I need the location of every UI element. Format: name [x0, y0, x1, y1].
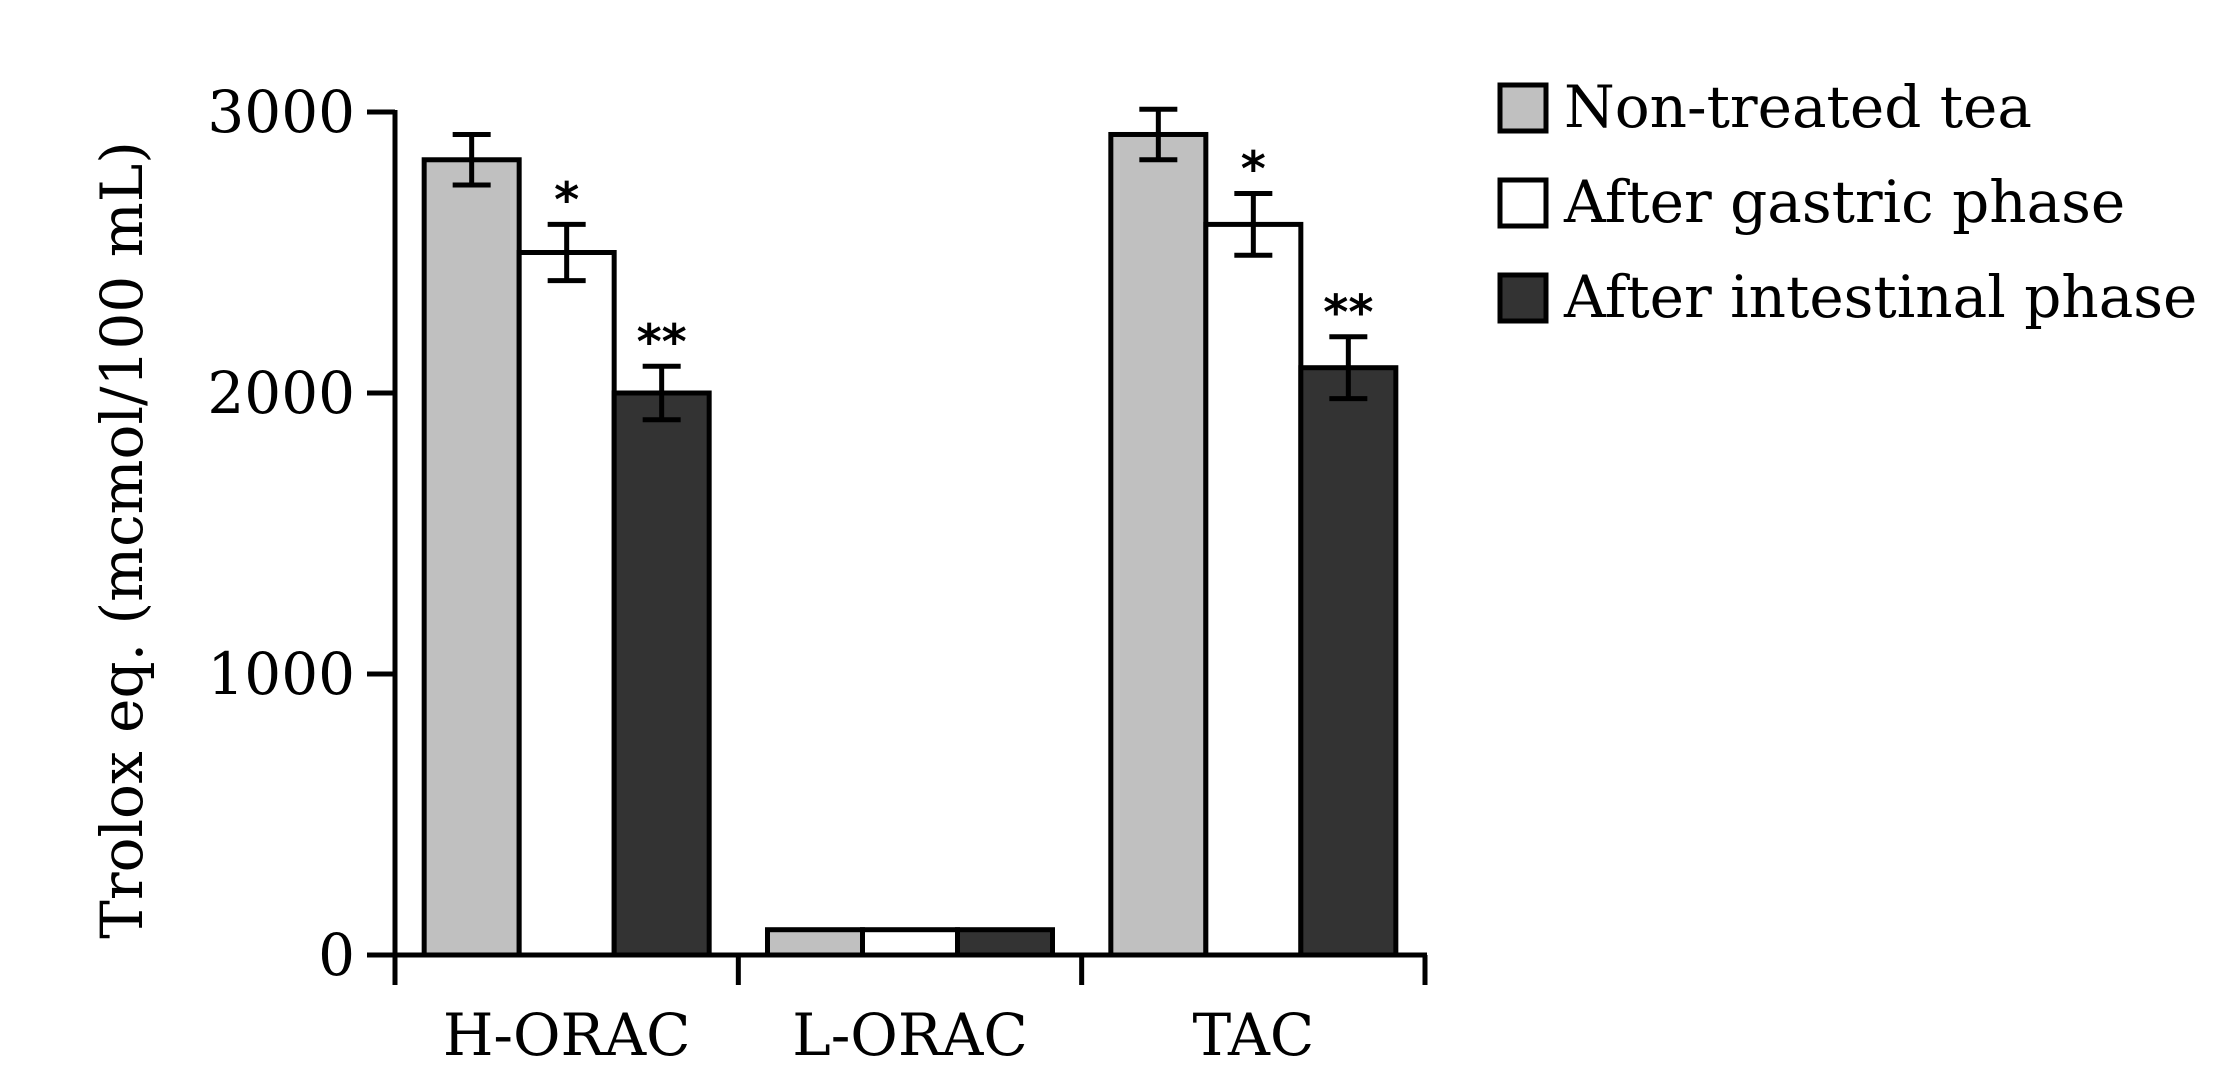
legend-swatch-2	[1497, 177, 1549, 229]
error-bars-group	[452, 106, 1368, 423]
y-tick-label: 3000	[207, 78, 355, 146]
y-axis-title: Trolox eq. (mcmol/100 mL)	[88, 141, 156, 939]
bar-h-orac-3	[611, 390, 712, 958]
significance-marker: **	[637, 314, 687, 370]
bar-l-orac-1	[765, 927, 865, 958]
bar-tac-1	[1108, 131, 1209, 958]
x-tick-label-tac: TAC	[1192, 1001, 1314, 1069]
legend-label-3: After intestinal phase	[1563, 263, 2197, 331]
legend: Non-treated tea After gastric phase After …	[1497, 73, 2197, 331]
legend-swatch-1	[1497, 82, 1549, 134]
bar-l-orac-2	[860, 927, 960, 958]
legend-label-1: Non-treated tea	[1564, 73, 2032, 141]
y-tick-label: 0	[318, 921, 355, 989]
significance-marker: *	[554, 172, 579, 228]
x-tick-label-l-orac: L-ORAC	[792, 1001, 1028, 1069]
significance-marker: **	[1323, 285, 1373, 341]
x-tick-label-h-orac: H-ORAC	[443, 1001, 691, 1069]
significance-marker: *	[1241, 141, 1266, 197]
bar-tac-2	[1203, 221, 1304, 958]
bar-h-orac-1	[421, 157, 522, 958]
y-tick-label: 1000	[207, 640, 355, 708]
significance-group: ******	[554, 141, 1373, 370]
y-tick-label: 2000	[207, 359, 355, 427]
axes-group: 0 1000 2000 3000 H-ORAC L-ORAC TAC	[207, 78, 1428, 1069]
legend-swatch-3	[1497, 272, 1549, 324]
bar-h-orac-2	[516, 250, 617, 958]
bar-tac-3	[1298, 365, 1399, 958]
bar-l-orac-3	[955, 927, 1055, 958]
legend-label-2: After gastric phase	[1563, 168, 2125, 236]
